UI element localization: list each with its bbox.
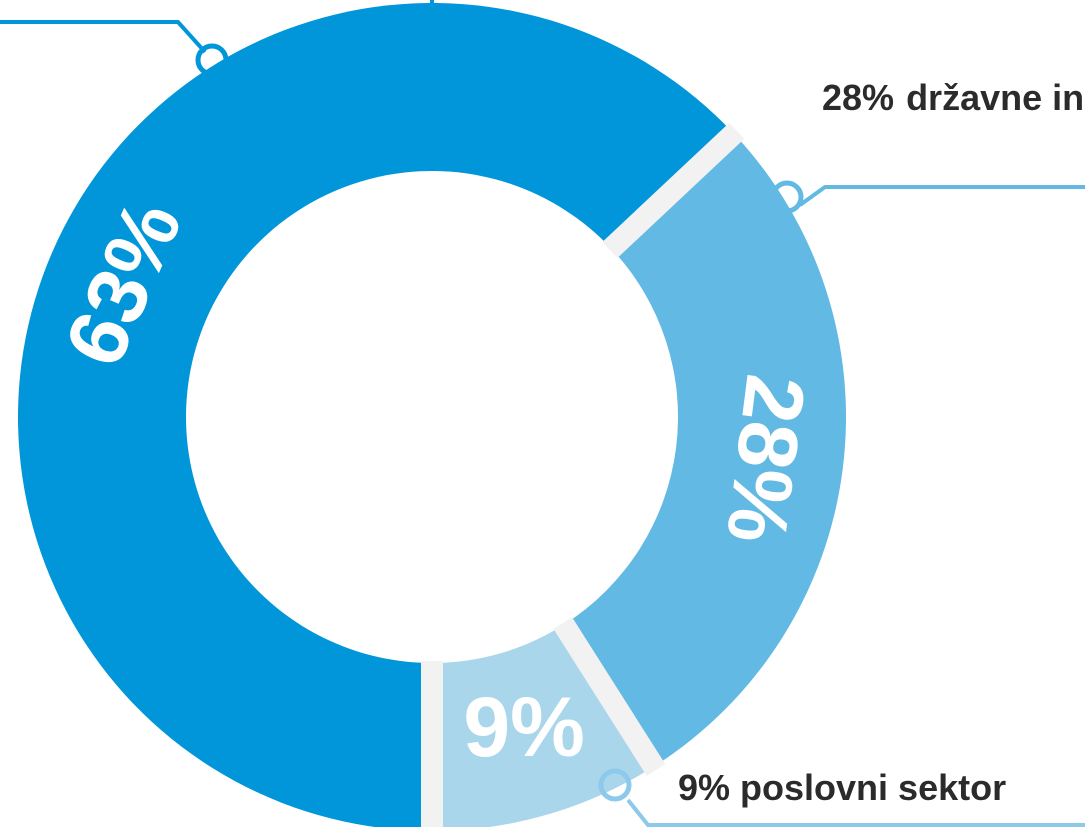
label-value: 28% [822, 77, 894, 118]
label-category: državne institucije [906, 77, 1085, 118]
donut-segment [563, 133, 846, 767]
leader-dot [598, 768, 632, 802]
label-28: 28% državne institucije [822, 77, 1085, 118]
segment-gap [602, 122, 745, 258]
segment-gap [553, 617, 666, 776]
leader-dot [195, 43, 229, 77]
donut-segment [432, 624, 654, 827]
leader-line [626, 798, 1085, 827]
label-9: 9% poslovni sektor [678, 767, 1006, 808]
leader-line [0, 20, 207, 54]
donut-segment [18, 3, 734, 827]
leader-dot [770, 180, 804, 214]
leader-line [798, 185, 1085, 207]
segment-label: 9% [463, 680, 584, 774]
label-value: 9% [678, 767, 730, 808]
label-category: poslovni sektor [740, 767, 1006, 808]
segment-label: 28% [709, 370, 823, 549]
